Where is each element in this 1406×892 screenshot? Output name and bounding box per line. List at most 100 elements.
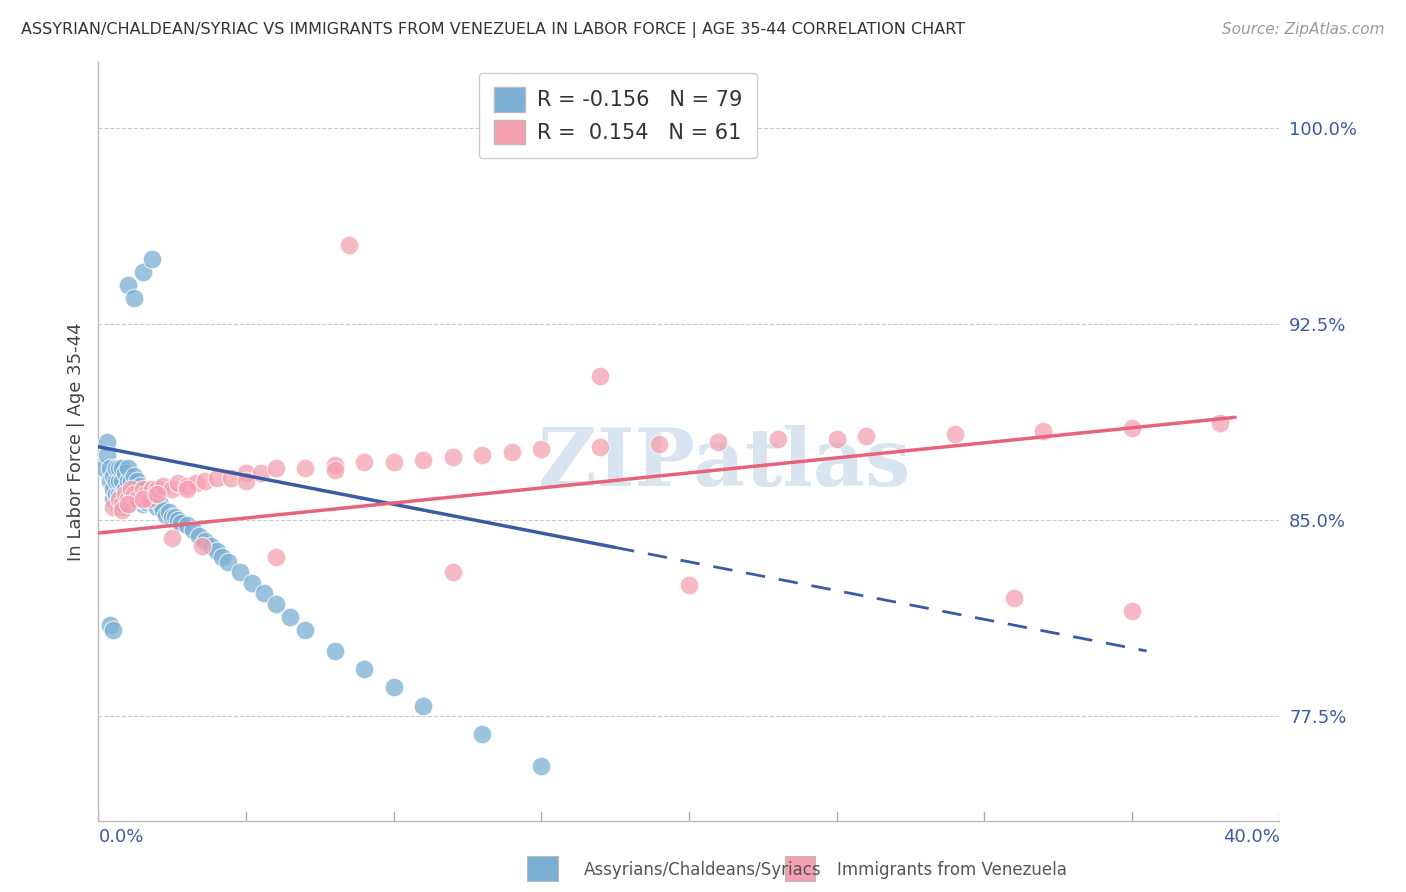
Point <box>114 487 136 501</box>
Point <box>146 482 169 496</box>
Point <box>120 487 142 501</box>
Point <box>162 531 183 545</box>
Point <box>205 471 228 485</box>
Point <box>176 482 198 496</box>
Point <box>191 539 214 553</box>
Point <box>105 474 128 488</box>
Point <box>108 474 131 488</box>
Point <box>111 487 134 501</box>
Point <box>165 510 187 524</box>
Point <box>235 466 257 480</box>
Point <box>678 578 700 592</box>
Point <box>1121 421 1143 435</box>
Point <box>162 482 183 496</box>
Point <box>194 533 217 548</box>
Point <box>125 487 148 501</box>
Point <box>501 445 523 459</box>
Point <box>111 474 134 488</box>
Point <box>176 479 198 493</box>
Point <box>111 497 134 511</box>
Point <box>122 491 145 506</box>
Point <box>1002 591 1025 606</box>
Point <box>98 617 121 632</box>
Point <box>530 442 553 457</box>
Text: 0.0%: 0.0% <box>98 829 143 847</box>
Point <box>125 474 148 488</box>
Point <box>128 479 150 493</box>
Text: ASSYRIAN/CHALDEAN/SYRIAC VS IMMIGRANTS FROM VENEZUELA IN LABOR FORCE | AGE 35-44: ASSYRIAN/CHALDEAN/SYRIAC VS IMMIGRANTS F… <box>21 22 965 38</box>
Point <box>250 466 273 480</box>
Point <box>412 698 434 713</box>
Point <box>589 440 612 454</box>
Point <box>382 455 405 469</box>
Point <box>855 429 877 443</box>
Point <box>184 476 207 491</box>
Point <box>111 502 134 516</box>
Point <box>471 448 494 462</box>
Point <box>138 491 160 506</box>
Point <box>114 482 136 496</box>
Text: Assyrians/Chaldeans/Syriacs: Assyrians/Chaldeans/Syriacs <box>583 861 821 879</box>
Point <box>96 448 118 462</box>
Point <box>146 487 169 501</box>
Point <box>170 516 193 530</box>
Point <box>194 474 217 488</box>
Text: 40.0%: 40.0% <box>1223 829 1279 847</box>
Point <box>1032 424 1054 438</box>
Point <box>141 482 163 496</box>
Point <box>132 484 155 499</box>
Point <box>825 432 848 446</box>
Point <box>353 662 375 676</box>
Point <box>412 453 434 467</box>
Point <box>1121 605 1143 619</box>
Point <box>105 487 128 501</box>
Point <box>707 434 730 449</box>
Point <box>141 252 163 266</box>
Point <box>253 586 276 600</box>
Point <box>200 539 222 553</box>
Point <box>93 460 115 475</box>
Point <box>138 491 160 506</box>
Point <box>132 264 155 278</box>
Point <box>103 500 125 514</box>
Point <box>98 474 121 488</box>
Point <box>114 466 136 480</box>
Point <box>132 491 155 506</box>
Point <box>105 460 128 475</box>
Point <box>323 458 346 472</box>
Point <box>146 487 169 501</box>
Point <box>217 555 239 569</box>
Point <box>135 487 157 501</box>
Point <box>229 566 252 580</box>
Point <box>128 491 150 506</box>
Point <box>157 505 180 519</box>
Point <box>339 238 361 252</box>
Point <box>117 460 139 475</box>
Point <box>141 494 163 508</box>
Point <box>155 508 177 522</box>
Point <box>132 497 155 511</box>
Point <box>187 529 209 543</box>
Point <box>264 460 287 475</box>
Point <box>162 510 183 524</box>
Point <box>122 482 145 496</box>
Point <box>108 460 131 475</box>
Point <box>108 487 131 501</box>
Point <box>111 500 134 514</box>
Text: Immigrants from Venezuela: Immigrants from Venezuela <box>837 861 1066 879</box>
Point <box>235 474 257 488</box>
Point <box>766 432 789 446</box>
Point <box>114 494 136 508</box>
Point <box>108 491 131 506</box>
Point <box>205 544 228 558</box>
Point <box>589 369 612 384</box>
Point <box>132 482 155 496</box>
Point <box>135 482 157 496</box>
Point <box>294 623 316 637</box>
Point <box>117 497 139 511</box>
Point <box>149 497 172 511</box>
Point <box>167 476 190 491</box>
Point <box>167 513 190 527</box>
Point <box>152 479 174 493</box>
Point <box>103 623 125 637</box>
